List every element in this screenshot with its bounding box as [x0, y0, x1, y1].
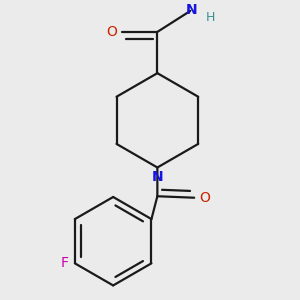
Text: N: N — [152, 170, 163, 184]
Text: O: O — [199, 191, 210, 205]
Text: H: H — [206, 11, 215, 24]
Text: F: F — [61, 256, 68, 270]
Text: O: O — [106, 25, 117, 39]
Text: N: N — [185, 3, 197, 17]
